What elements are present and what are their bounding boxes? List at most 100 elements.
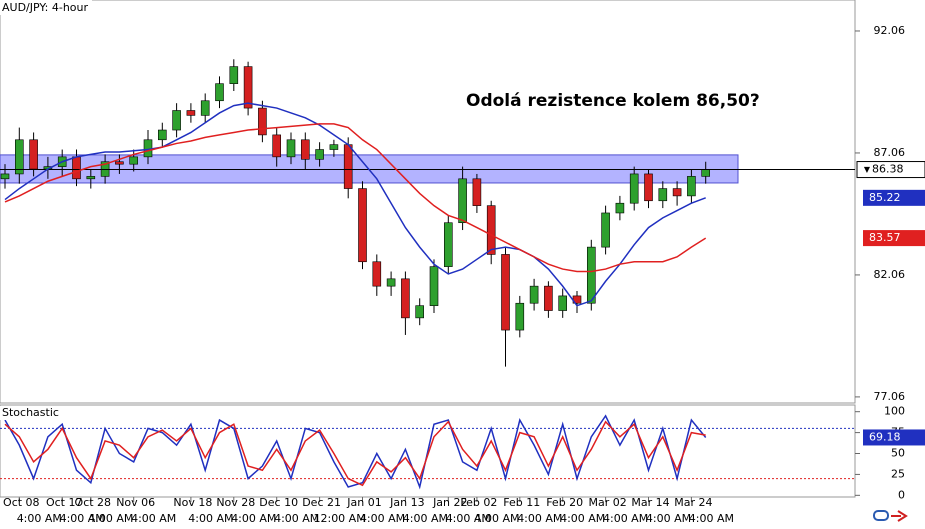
x-time-label: 4:00 AM xyxy=(360,512,405,525)
candle-body xyxy=(329,144,339,150)
x-time-label: 4:00 AM xyxy=(231,512,276,525)
candle-body xyxy=(372,261,382,287)
price-panel xyxy=(0,0,856,404)
x-tick-label: Oct 08 xyxy=(3,496,40,509)
candle-body xyxy=(343,144,353,189)
price-tag-arrow: ▼ xyxy=(864,165,871,174)
icons[interactable] xyxy=(873,510,908,522)
x-tick-label: Nov 18 xyxy=(173,496,212,509)
x-tick-label: Dec 10 xyxy=(259,496,298,509)
x-tick-label: Nov 28 xyxy=(216,496,255,509)
x-time-label: 4:00 AM xyxy=(689,512,734,525)
x-tick-label: Oct 17 xyxy=(46,496,83,509)
x-time-label: 12:00 AM xyxy=(313,512,365,525)
candle-body xyxy=(158,129,167,141)
candle-body xyxy=(186,110,196,116)
x-time-label: 4:00 AM xyxy=(88,512,133,525)
candle-body xyxy=(644,173,653,202)
x-time-label: 4:00 AM xyxy=(274,512,319,525)
y-tick-label: 25 xyxy=(891,467,905,480)
series-line xyxy=(4,123,707,273)
candle-body xyxy=(672,188,682,197)
candle-body xyxy=(429,266,439,306)
x-tick-label: Feb 11 xyxy=(503,496,540,509)
candle-body xyxy=(300,139,310,160)
candle-body xyxy=(629,173,639,204)
annotation: Odolá rezistence kolem 86,50? xyxy=(466,91,760,111)
candle-body xyxy=(501,254,510,331)
candle-body xyxy=(258,107,267,136)
candle-body xyxy=(472,178,482,206)
value-tag-label: 83.57 xyxy=(869,231,901,244)
chart-title: AUD/JPY: 4-hour xyxy=(2,1,88,14)
y-tick-label: 100 xyxy=(884,405,905,418)
candle-body xyxy=(0,173,10,180)
series-line xyxy=(4,414,707,490)
candle-body xyxy=(115,161,124,165)
value-tag xyxy=(863,230,925,247)
x-time-label: 4:00 AM xyxy=(60,512,105,525)
candle-body xyxy=(286,139,296,158)
x-time-label: 4:00 AM xyxy=(646,512,691,525)
x-time-label: 4:00 AM xyxy=(446,512,491,525)
candle-body xyxy=(172,110,181,131)
candle-body xyxy=(615,202,625,214)
price-tag-label: 86.38 xyxy=(872,163,904,176)
y-tick-label: 50 xyxy=(891,447,905,460)
candle-body xyxy=(458,178,467,224)
x-time-label: 4:00 AM xyxy=(560,512,605,525)
x-tick-label: Mar 02 xyxy=(588,496,626,509)
arrow-icon[interactable] xyxy=(891,510,908,522)
candle-body xyxy=(215,83,224,102)
x-time-label: 4:00 AM xyxy=(403,512,448,525)
candle-body xyxy=(658,188,668,202)
y-tick-label: 77.06 xyxy=(874,390,906,403)
x-time-label: 4:00 AM xyxy=(131,512,176,525)
candle-body xyxy=(586,246,596,304)
candle-body xyxy=(558,295,568,311)
y-tick-label: 87.06 xyxy=(874,146,906,159)
x-tick-label: Dec 21 xyxy=(302,496,341,509)
link-icon[interactable] xyxy=(873,510,889,521)
value-tag-label: 85.22 xyxy=(869,191,901,204)
candle-body xyxy=(315,149,324,160)
candle-body xyxy=(72,156,81,180)
x-time-label: 4:00 AM xyxy=(474,512,519,525)
x-tick-label: Jan 13 xyxy=(389,496,424,509)
candle-body xyxy=(701,169,711,177)
candle-body xyxy=(386,278,396,287)
candle-body xyxy=(544,285,553,311)
x-tick-label: Nov 06 xyxy=(116,496,155,509)
candle-body xyxy=(415,305,425,319)
x-time-label: 4:00 AM xyxy=(17,512,62,525)
candle-body xyxy=(29,139,38,170)
candle-body xyxy=(272,134,282,158)
x-tick-label: Mar 24 xyxy=(674,496,712,509)
series-line xyxy=(4,420,706,487)
candle-body xyxy=(129,156,138,165)
candle-body xyxy=(401,278,410,319)
candle-body xyxy=(15,139,24,175)
x-tick-label: Jan 01 xyxy=(346,496,381,509)
title-bg xyxy=(0,406,57,420)
candle-body xyxy=(358,188,367,263)
x-time-label: 4:00 AM xyxy=(517,512,562,525)
candle-body xyxy=(443,222,453,267)
value-tag xyxy=(863,189,925,206)
x-tick-label: Oct 28 xyxy=(75,496,112,509)
price-tag xyxy=(856,161,925,179)
y-tick-label: 0 xyxy=(898,488,905,501)
candle-body xyxy=(229,66,239,84)
x-time-label: 4:00 AM xyxy=(188,512,233,525)
value-tag-label: 69.18 xyxy=(869,430,901,443)
series-line xyxy=(4,102,706,307)
stochastic-title: Stochastic xyxy=(2,406,59,419)
value-tag xyxy=(863,429,925,446)
y-tick-label: 82.06 xyxy=(874,268,906,281)
x-tick-label: Mar 14 xyxy=(631,496,669,509)
candle-body xyxy=(200,100,210,116)
candle-body xyxy=(486,205,496,255)
candle-body xyxy=(86,176,96,180)
x-tick-label: Feb 02 xyxy=(460,496,497,509)
